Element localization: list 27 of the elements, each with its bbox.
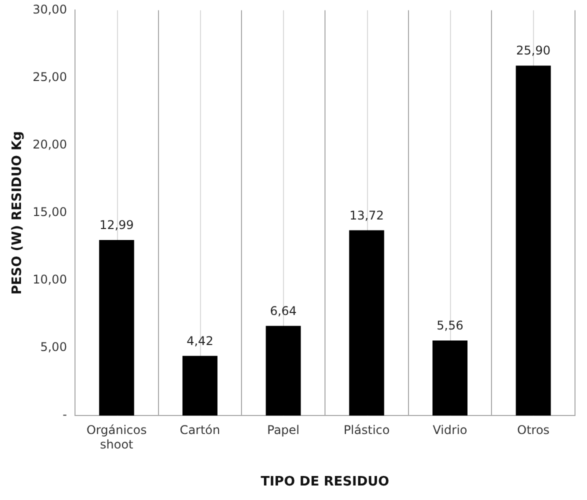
data-label: 13,72 <box>349 208 384 222</box>
x-axis-title: TIPO DE RESIDUO <box>260 474 390 490</box>
x-tick-label: Papel <box>267 422 300 437</box>
x-tick-label: Otros <box>517 422 550 437</box>
y-tick-label: 5,00 <box>40 340 67 354</box>
bar <box>516 66 551 416</box>
x-tick-label: Cartón <box>180 422 220 437</box>
data-label: 4,42 <box>186 334 214 348</box>
y-tick-label: 30,00 <box>32 2 67 16</box>
bar <box>99 240 134 416</box>
x-tick-label: Plástico <box>344 422 390 437</box>
data-label: 12,99 <box>99 218 134 232</box>
y-tick-label: 25,00 <box>32 70 67 84</box>
y-axis-title: PESO (W) RESIDUO Kg <box>10 131 26 295</box>
x-tick-label: Orgánicos shoot <box>86 422 147 452</box>
bar <box>182 356 218 416</box>
y-tick-label: - <box>62 408 67 422</box>
data-label: 6,64 <box>270 304 297 318</box>
y-tick-label: 10,00 <box>32 272 67 287</box>
bar <box>432 340 468 416</box>
bar <box>349 230 384 416</box>
y-tick-label: 20,00 <box>32 137 67 152</box>
x-tick-label: Vidrio <box>432 422 468 437</box>
data-label: 25,90 <box>516 44 551 58</box>
data-label: 5,56 <box>436 318 464 333</box>
bar <box>266 326 301 416</box>
y-tick-label: 15,00 <box>32 205 67 220</box>
